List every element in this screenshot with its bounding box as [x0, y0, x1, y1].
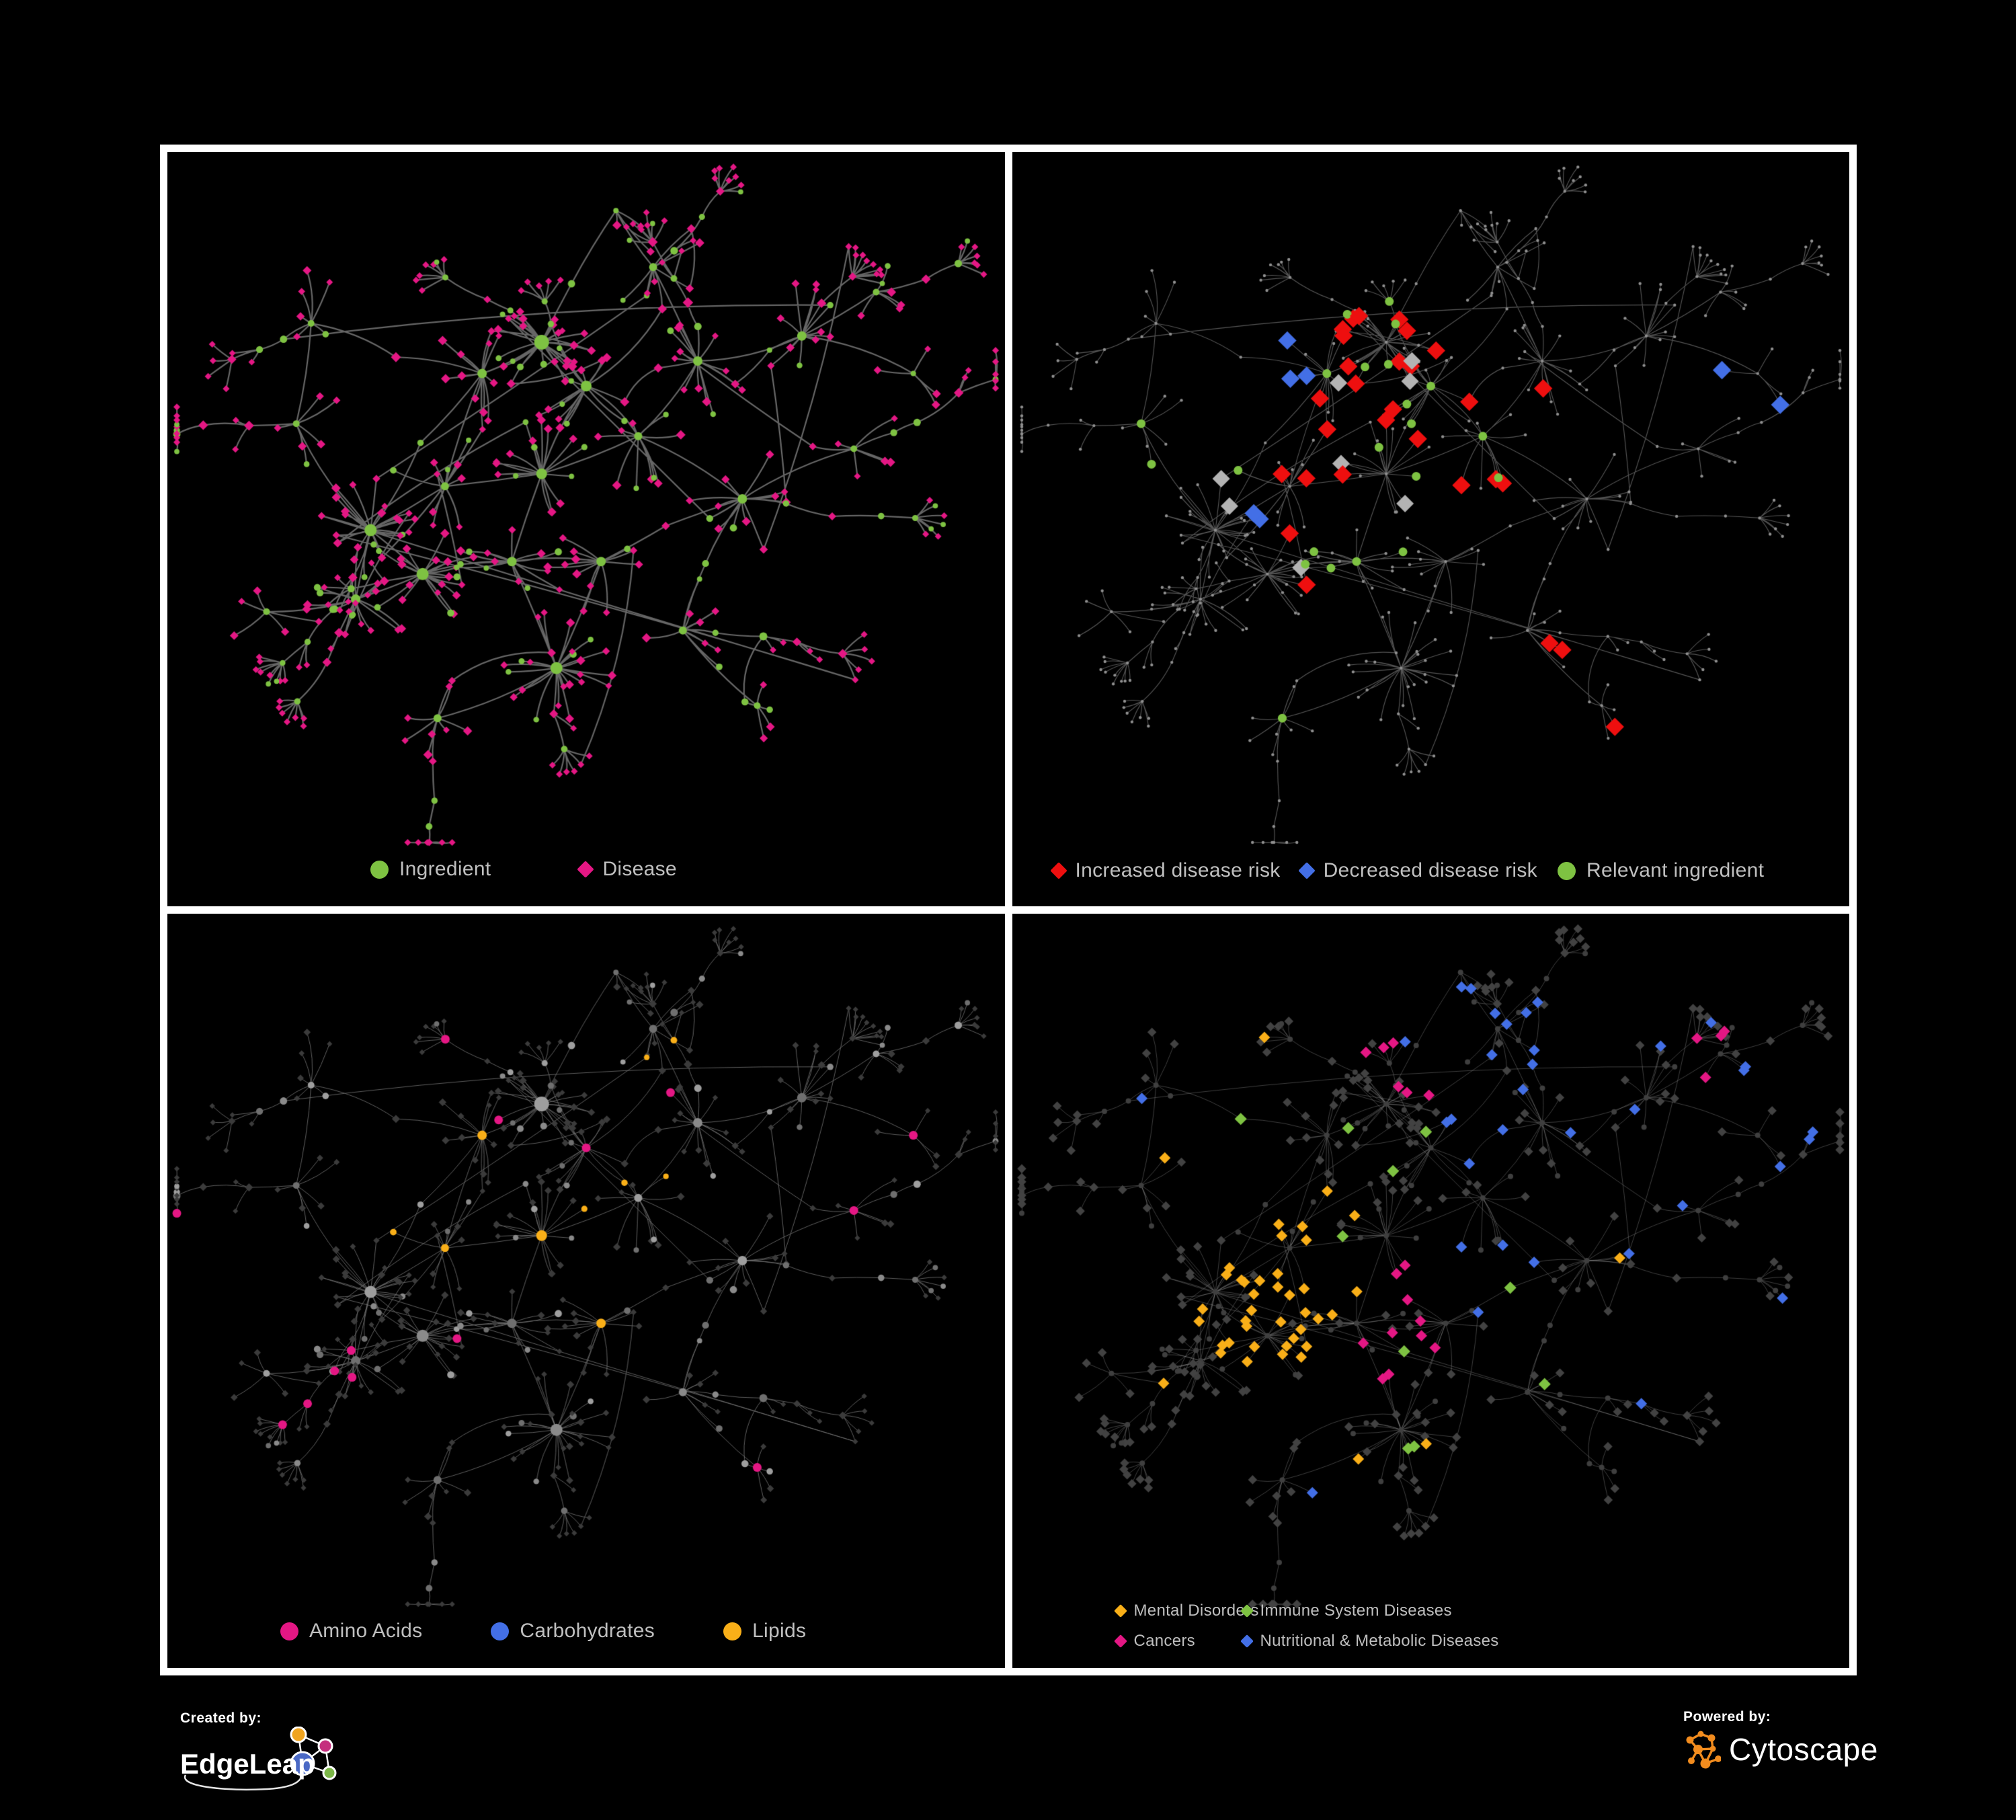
legend-item-decreased-disease-risk: Decreased disease risk	[1297, 859, 1537, 882]
legend-disease-classes: Mental Disorders Immune System Diseases Ca…	[1113, 1601, 1499, 1651]
created-by-credit: Created by: EdgeLeap	[180, 1710, 348, 1797]
legend-label: Decreased disease risk	[1323, 859, 1537, 881]
cytoscape-logo-icon	[1686, 1731, 1721, 1769]
legend-label: Mental Disorders	[1133, 1601, 1259, 1620]
network-canvas-disease-classes	[1012, 914, 1849, 1668]
legend-item-lipids: Lipids	[723, 1620, 806, 1643]
legend-item-mental-disorders: Mental Disorders	[1113, 1601, 1258, 1620]
legend-label: Disease	[602, 858, 677, 880]
legend-item-relevant-ingredient: Relevant ingredient	[1558, 859, 1764, 882]
legend-item-ingredient: Ingredient	[370, 858, 491, 881]
legend-label: Increased disease risk	[1075, 859, 1281, 881]
legend-item-amino-acids: Amino Acids	[280, 1620, 422, 1643]
panel-nutrient-classes: Amino Acids Carbohydrates Lipids	[167, 914, 1005, 1668]
network-canvas-nutrient-classes	[167, 914, 1005, 1668]
edgeleap-node-blue	[290, 1751, 315, 1776]
legend-ingredient-disease: Ingredient Disease	[370, 858, 677, 881]
edgeleap-node-green	[322, 1766, 337, 1780]
legend-label: Carbohydrates	[520, 1620, 655, 1642]
legend-disease-risk: Increased disease risk Decreased disease …	[1049, 859, 1765, 882]
network-canvas-disease-risk	[1012, 152, 1849, 906]
diamond-marker-icon	[1240, 1604, 1254, 1618]
diamond-marker-icon	[1113, 1634, 1127, 1648]
diamond-marker-icon	[1297, 862, 1316, 879]
edgeleap-brand-text: EdgeLeap	[180, 1748, 315, 1780]
legend-item-nutritional-metabolic-diseases: Nutritional & Metabolic Diseases	[1240, 1632, 1499, 1651]
circle-marker-icon	[723, 1622, 742, 1640]
edgeleap-swoosh	[184, 1769, 305, 1790]
legend-label: Amino Acids	[309, 1620, 423, 1642]
legend-item-increased-disease-risk: Increased disease risk	[1049, 859, 1281, 882]
edgeleap-logo: EdgeLeap	[180, 1726, 337, 1790]
cytoscape-brand-text: Cytoscape	[1729, 1732, 1878, 1767]
diamond-marker-icon	[1113, 1604, 1127, 1618]
panel-grid: Ingredient Disease Increased disease risk…	[160, 145, 1857, 1675]
diamond-marker-icon	[1240, 1634, 1254, 1648]
legend-label: Lipids	[752, 1620, 807, 1642]
circle-marker-icon	[491, 1622, 510, 1640]
network-canvas-ingredient-disease	[167, 152, 1005, 906]
legend-nutrient-classes: Amino Acids Carbohydrates Lipids	[280, 1620, 806, 1643]
cytoscape-icon-nodes	[1686, 1731, 1721, 1769]
panel-disease-classes: Mental Disorders Immune System Diseases Ca…	[1012, 914, 1849, 1668]
legend-label: Ingredient	[399, 858, 491, 880]
circle-marker-icon	[370, 860, 389, 879]
panel-disease-risk: Increased disease risk Decreased disease …	[1012, 152, 1849, 906]
legend-label: Immune System Diseases	[1260, 1601, 1452, 1620]
legend-label: Cancers	[1133, 1632, 1195, 1650]
created-by-label: Created by:	[180, 1710, 262, 1726]
diamond-marker-icon	[577, 861, 595, 878]
legend-item-disease: Disease	[577, 858, 677, 881]
legend-item-immune-system-diseases: Immune System Diseases	[1240, 1601, 1499, 1620]
edgeleap-node-magenta	[317, 1738, 333, 1754]
panel-ingredient-disease: Ingredient Disease	[167, 152, 1005, 906]
legend-item-cancers: Cancers	[1113, 1632, 1242, 1651]
diamond-marker-icon	[1049, 862, 1067, 879]
edgeleap-node-orange	[290, 1726, 307, 1743]
legend-label: Relevant ingredient	[1586, 859, 1765, 881]
powered-by-label: Powered by:	[1683, 1709, 1771, 1725]
legend-item-carbohydrates: Carbohydrates	[491, 1620, 655, 1643]
legend-label: Nutritional & Metabolic Diseases	[1260, 1632, 1499, 1650]
circle-marker-icon	[1558, 861, 1576, 880]
circle-marker-icon	[280, 1622, 298, 1640]
powered-by-credit: Powered by: Cytoscape	[1683, 1709, 1878, 1770]
